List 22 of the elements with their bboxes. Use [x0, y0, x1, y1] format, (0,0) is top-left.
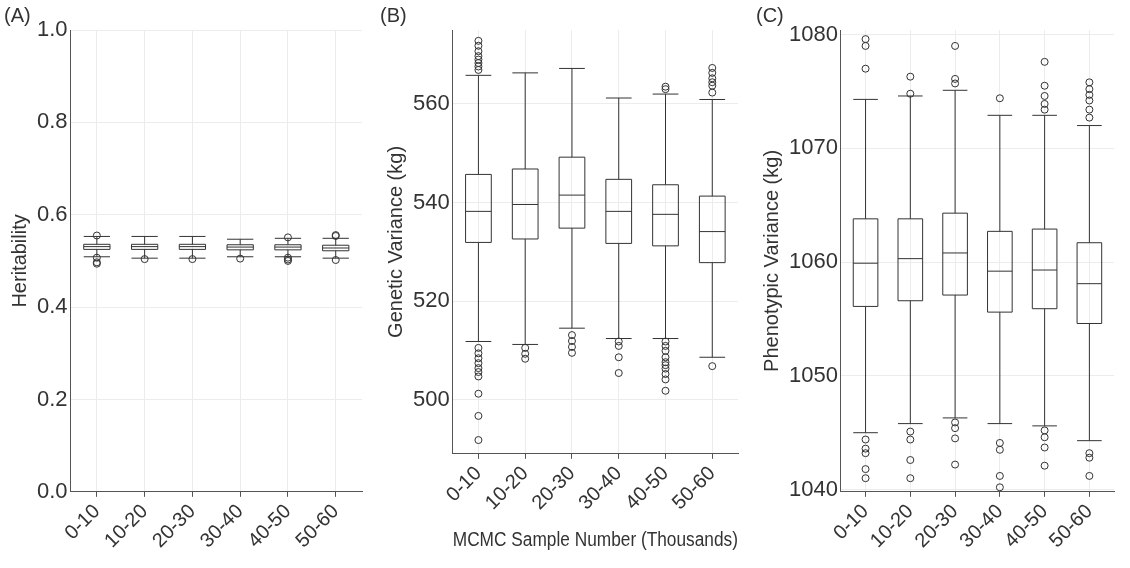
y-axis-title: Phenotypic Variance (kg)	[759, 149, 782, 372]
y-axis-title: Genetic Variance (kg)	[383, 145, 406, 338]
chart-title: (C)	[756, 3, 784, 26]
chart-title: (B)	[380, 3, 407, 26]
y-tick-label: 1040	[788, 475, 838, 501]
y-tick-label: 520	[412, 287, 450, 313]
x-tick-label: 0-10	[441, 461, 486, 506]
y-axis-title: Heritability	[7, 214, 30, 308]
y-tick-label: 540	[412, 188, 450, 214]
y-tick-label: 1060	[788, 248, 838, 274]
y-tick-label: 1.0	[36, 16, 68, 42]
y-tick-label: 1070	[788, 134, 838, 160]
y-tick-label: 0.8	[36, 108, 68, 134]
y-tick-label: 500	[412, 385, 450, 411]
y-tick-label: 0.4	[36, 293, 68, 319]
x-axis-title: MCMC Sample Number (Thousands)	[452, 527, 738, 550]
y-tick-label: 560	[412, 89, 450, 115]
y-tick-label: 1050	[788, 361, 838, 387]
y-tick-label: 1080	[788, 20, 838, 46]
y-tick-label: 0.6	[36, 200, 68, 226]
chart-title: (A)	[4, 3, 31, 26]
y-tick-label: 0.2	[36, 385, 68, 411]
